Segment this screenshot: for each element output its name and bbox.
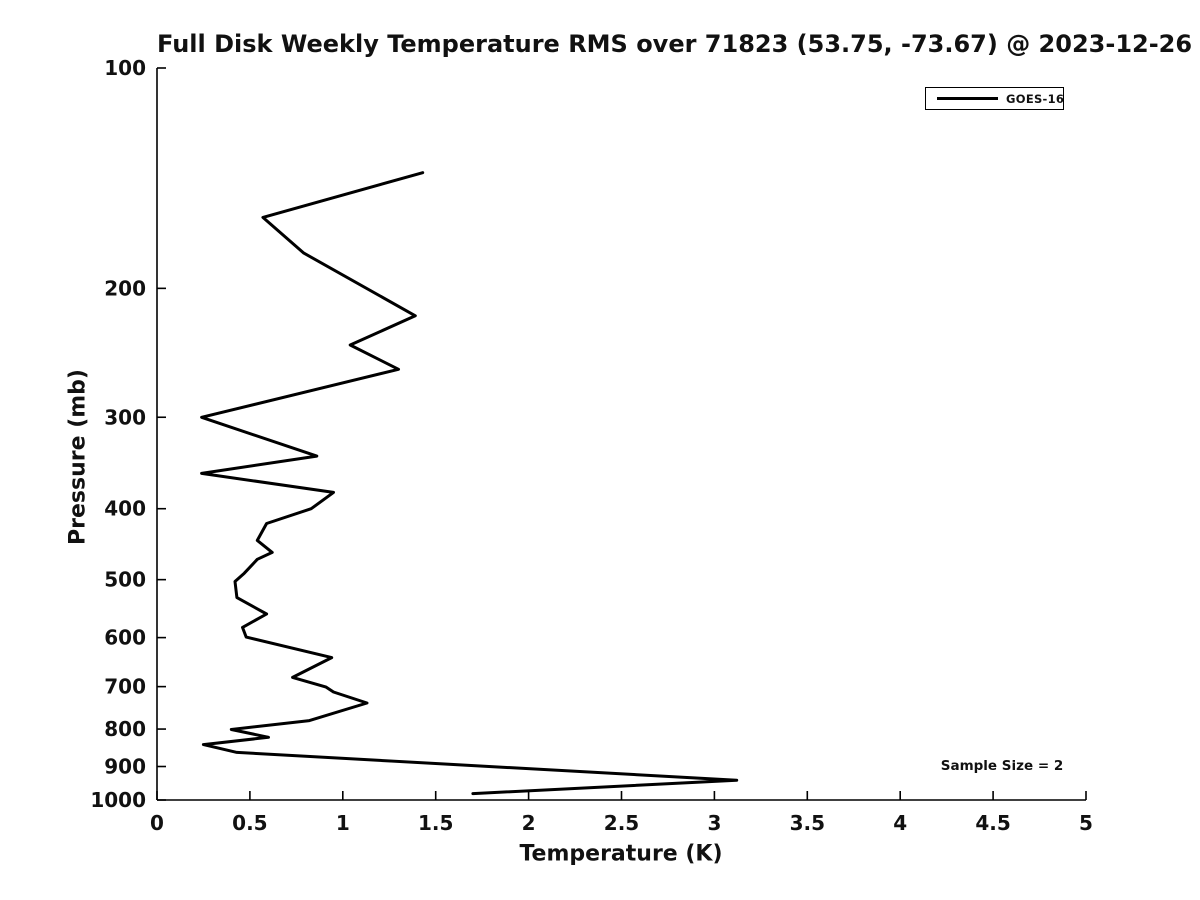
sample-size-annotation: Sample Size = 2 <box>940 758 1064 774</box>
y-tick-label: 100 <box>104 56 146 80</box>
series-line-goes-16 <box>200 171 739 796</box>
x-tick-label: 4 <box>893 811 907 835</box>
x-tick-label: 1 <box>336 811 350 835</box>
x-tick-label: 2 <box>522 811 536 835</box>
y-tick-label: 700 <box>104 675 146 699</box>
x-tick-label: 2.5 <box>604 811 639 835</box>
legend-label: GOES-16 <box>1006 91 1065 106</box>
x-tick-label: 3.5 <box>790 811 825 835</box>
x-tick-label: 3 <box>707 811 721 835</box>
y-tick-label: 600 <box>104 626 146 650</box>
y-tick-label: 300 <box>104 405 146 429</box>
x-tick-label: 1.5 <box>418 811 453 835</box>
y-tick-label: 1000 <box>90 788 146 812</box>
y-tick-label: 500 <box>104 568 146 592</box>
x-axis-label: Temperature (K) <box>519 841 723 867</box>
x-tick-label: 4.5 <box>975 811 1010 835</box>
legend: GOES-16 <box>925 87 1064 110</box>
y-tick-label: 900 <box>104 755 146 779</box>
x-tick-label: 0 <box>150 811 164 835</box>
y-tick-label: 200 <box>104 276 146 300</box>
x-tick-label: 5 <box>1079 811 1093 835</box>
x-tick-label: 0.5 <box>232 811 267 835</box>
y-tick-label: 400 <box>104 497 146 521</box>
chart-title: Full Disk Weekly Temperature RMS over 71… <box>157 30 1193 58</box>
y-tick-label: 800 <box>104 717 146 741</box>
legend-line-sample <box>937 96 998 101</box>
